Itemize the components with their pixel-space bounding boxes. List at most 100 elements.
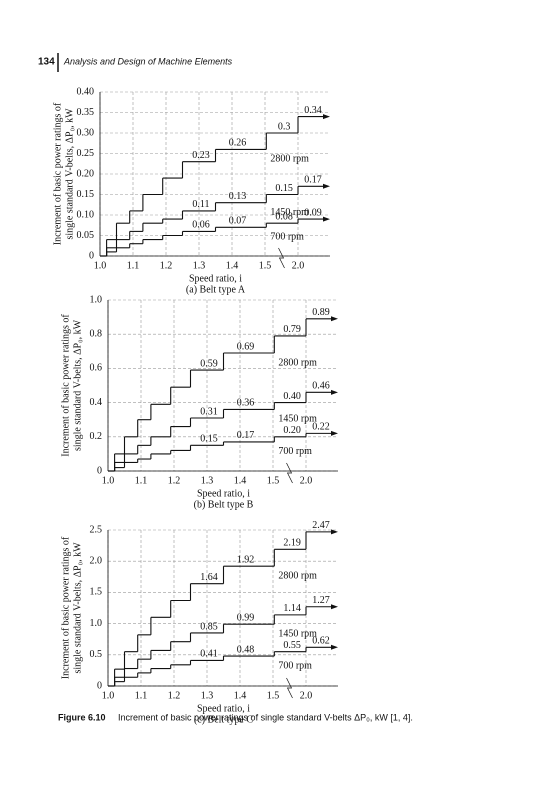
value-label: 2.47	[312, 520, 330, 531]
series-label: 1450 rpm	[278, 629, 317, 640]
y-tick-label: 0.8	[90, 328, 103, 339]
y-tick-label: 0.05	[77, 230, 95, 241]
value-label: 0.34	[304, 105, 322, 116]
y-axis-label: single standard V-belts, ΔP₀, kW	[64, 108, 75, 240]
y-tick-label: 2.0	[90, 555, 103, 566]
series-label: 700 rpm	[270, 232, 304, 243]
x-tick-label: 1.1	[135, 690, 148, 701]
arrow-head	[331, 529, 338, 535]
y-tick-label: 0.20	[77, 168, 95, 179]
arrow-head	[331, 389, 338, 395]
value-label: 0.79	[283, 324, 301, 335]
y-tick-label: 0.6	[90, 363, 103, 374]
y-tick-label: 0.2	[90, 431, 103, 442]
value-label: 0.48	[237, 644, 255, 655]
value-label: 0.89	[312, 307, 330, 318]
x-tick-label: 1.2	[168, 475, 181, 486]
value-label: 2.19	[283, 538, 301, 549]
y-tick-label: 0	[97, 465, 102, 476]
y-tick-label: 2.5	[90, 524, 103, 535]
series-label: 2800 rpm	[270, 154, 309, 165]
x-tick-label: 1.3	[201, 690, 214, 701]
value-label: 0.55	[283, 640, 301, 651]
arrow-head	[323, 216, 330, 222]
arrow-head	[323, 114, 330, 120]
y-axis-label: Increment of basic power ratings of	[60, 314, 71, 457]
chart-subtitle: (a) Belt type A	[186, 284, 246, 295]
value-label: 0.07	[229, 216, 247, 227]
value-label: 0.36	[237, 398, 255, 409]
page-number: 134	[38, 57, 55, 68]
y-tick-label: 0.35	[77, 107, 95, 118]
arrow-head	[331, 430, 338, 436]
value-label: 0.23	[192, 150, 210, 161]
series-label: 2800 rpm	[278, 570, 317, 581]
caption-text: Increment of basic power ratings of sing…	[118, 712, 413, 722]
y-tick-label: 0.5	[90, 649, 103, 660]
y-tick-label: 1.5	[90, 587, 103, 598]
y-tick-label: 1.0	[90, 294, 103, 305]
value-label: 0.17	[304, 175, 322, 186]
chart-subtitle: (c) Belt type C	[194, 714, 253, 725]
value-label: 0.46	[312, 381, 330, 392]
value-label: 0.08	[275, 211, 293, 222]
arrow-head	[331, 644, 338, 650]
x-tick-label: 1.4	[234, 690, 247, 701]
x-axis-label: Speed ratio, i	[197, 488, 250, 499]
value-label: 0.85	[200, 621, 218, 632]
y-axis-label: single standard V-belts, ΔP₀, kW	[72, 319, 83, 451]
x-tick-label: 1.4	[234, 475, 247, 486]
series-label: 1450 rpm	[270, 207, 309, 218]
y-tick-label: 0.40	[77, 86, 95, 97]
value-label: 0.20	[283, 425, 301, 436]
value-label: 0.59	[200, 358, 218, 369]
x-tick-label: 1.2	[168, 690, 181, 701]
value-label: 0.99	[237, 613, 255, 624]
x-tick-label: 1.5	[267, 690, 280, 701]
y-tick-label: 0.15	[77, 189, 95, 200]
value-label: 0.41	[200, 649, 218, 660]
x-tick-label: 1.3	[193, 260, 206, 271]
y-tick-label: 0.10	[77, 209, 95, 220]
caption-label: Figure 6.10	[58, 712, 106, 722]
y-tick-label: 0.25	[77, 148, 95, 159]
value-label: 0.40	[283, 391, 301, 402]
axis-break	[286, 677, 293, 699]
x-tick-label: 1.0	[102, 475, 115, 486]
value-label: 0.06	[192, 220, 210, 231]
y-axis-label: Increment of basic power ratings of	[52, 102, 63, 245]
series-label: 1450 rpm	[278, 414, 317, 425]
x-tick-label: 2.0	[292, 260, 305, 271]
y-tick-label: 0.4	[90, 397, 103, 408]
x-tick-label: 1.5	[267, 475, 280, 486]
y-tick-label: 0.30	[77, 127, 95, 138]
y-tick-label: 0	[97, 680, 102, 691]
value-label: 0.17	[237, 430, 255, 441]
value-label: 0.15	[200, 434, 218, 445]
value-label: 0.3	[278, 121, 291, 132]
value-label: 0.26	[229, 138, 247, 149]
x-tick-label: 1.0	[102, 690, 115, 701]
x-tick-label: 1.4	[226, 260, 239, 271]
value-label: 1.14	[283, 603, 301, 614]
y-tick-label: 0	[89, 250, 94, 261]
value-label: 1.64	[200, 572, 218, 583]
axis-break	[278, 247, 285, 269]
value-label: 0.62	[312, 636, 330, 647]
value-label: 0.13	[229, 191, 247, 202]
y-axis-label: single standard V-belts, ΔP₀, kW	[72, 542, 83, 674]
x-tick-label: 1.1	[127, 260, 140, 271]
value-label: 0.22	[312, 422, 330, 433]
arrow-head	[331, 316, 338, 322]
value-label: 0.11	[192, 199, 209, 210]
x-tick-label: 1.3	[201, 475, 214, 486]
x-axis-label: Speed ratio, i	[189, 273, 242, 284]
value-label: 0.09	[304, 207, 322, 218]
x-tick-label: 1.5	[259, 260, 272, 271]
book-title: Analysis and Design of Machine Elements	[63, 56, 233, 66]
arrow-head	[331, 604, 338, 610]
axis-break	[286, 462, 293, 484]
value-label: 0.69	[237, 341, 255, 352]
series-label: 2800 rpm	[278, 357, 317, 368]
